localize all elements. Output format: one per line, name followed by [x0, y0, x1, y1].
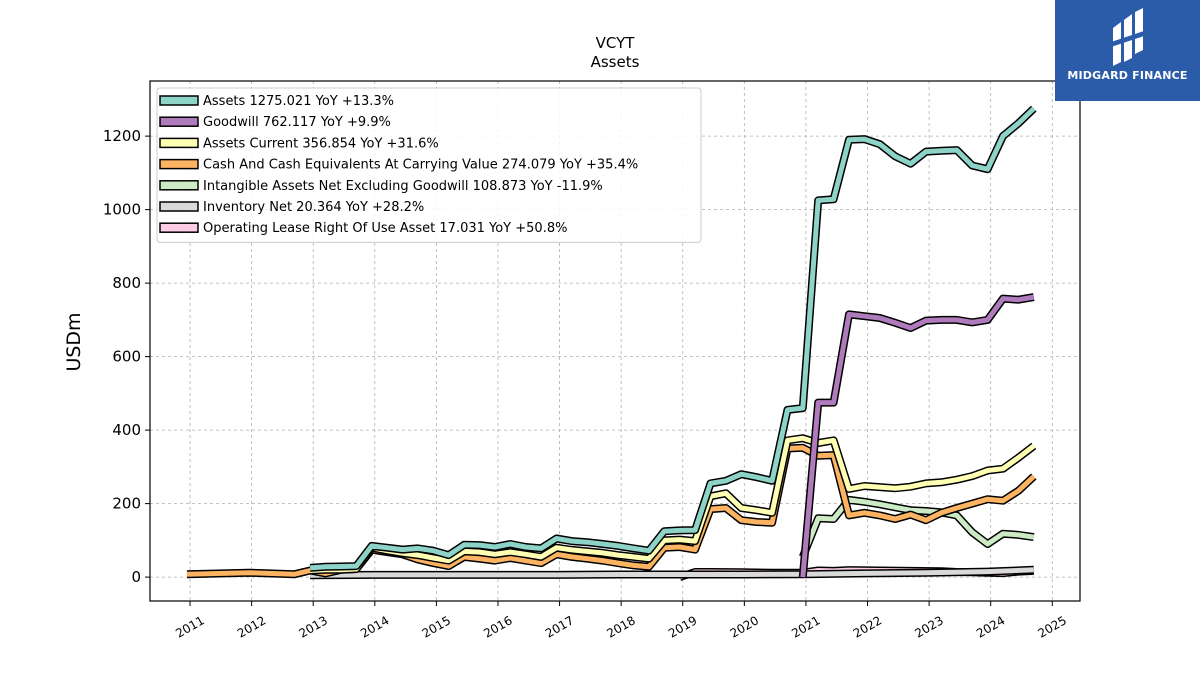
x-tick-label: 2024	[974, 613, 1007, 640]
legend-swatch	[159, 137, 199, 149]
brand-name: MIDGARD FINANCE	[1067, 69, 1188, 82]
x-tick-label: 2016	[481, 613, 514, 640]
x-tick-label: 2019	[666, 613, 699, 640]
legend-label: Operating Lease Right Of Use Asset 17.03…	[203, 221, 567, 236]
legend-item: Inventory Net 20.364 YoY +28.2%	[159, 200, 424, 215]
legend-label: Inventory Net 20.364 YoY +28.2%	[203, 200, 424, 215]
y-tick-label: 1200	[103, 127, 141, 145]
legend: Assets 1275.021 YoY +13.3% Goodwill 762.1…	[156, 87, 702, 243]
legend-item: Assets Current 356.854 YoY +31.6%	[159, 136, 439, 151]
series-2	[798, 293, 1035, 578]
legend-item: Operating Lease Right Of Use Asset 17.03…	[159, 221, 567, 236]
series-5	[799, 495, 1035, 559]
x-tick-label: 2015	[420, 613, 453, 640]
legend-box	[156, 87, 702, 243]
legend-label: Intangible Assets Net Excluding Goodwill…	[203, 179, 603, 194]
legend-swatch	[159, 95, 199, 106]
legend-label: Cash And Cash Equivalents At Carrying Va…	[203, 158, 638, 173]
x-axis: 2011 2012 2013 2014 2015 2016 2017 2018 2019 2020…	[173, 601, 1069, 641]
y-tick-label: 0	[131, 568, 141, 586]
plot-frame	[149, 80, 1081, 602]
x-tick-label: 2018	[604, 613, 637, 640]
legend-swatch	[159, 158, 199, 170]
x-tick-label: 2013	[296, 613, 329, 640]
series-3	[309, 434, 1037, 575]
x-tick-label: 2012	[235, 613, 268, 640]
y-tick-label: 600	[112, 348, 141, 366]
x-tick-label: 2020	[728, 613, 761, 640]
series-line	[800, 497, 1035, 558]
chart-subtitle: Assets	[591, 53, 640, 71]
legend-swatch	[159, 116, 199, 127]
legend-label: Assets 1275.021 YoY +13.3%	[203, 94, 394, 109]
brand-logo: MIDGARD FINANCE	[1055, 0, 1200, 101]
series-line	[309, 106, 1036, 571]
legend-swatch	[159, 222, 199, 233]
x-tick-label: 2011	[173, 613, 206, 640]
series-line	[309, 435, 1036, 573]
legend-label: Assets Current 356.854 YoY +31.6%	[203, 136, 439, 151]
series-1	[309, 105, 1037, 572]
x-tick-label: 2014	[358, 613, 391, 640]
y-axis-label: USDm	[63, 312, 85, 371]
series-layer	[186, 105, 1037, 581]
legend-label: Goodwill 762.117 YoY +9.9%	[203, 115, 391, 130]
y-tick-label: 400	[112, 421, 141, 439]
legend-item: Intangible Assets Net Excluding Goodwill…	[159, 179, 603, 194]
series-line	[800, 294, 1035, 578]
legend-item: Goodwill 762.117 YoY +9.9%	[159, 115, 391, 130]
legend-item: Assets 1275.021 YoY +13.3%	[159, 94, 394, 109]
series-6	[310, 565, 1034, 580]
brand-mark-icon	[1111, 8, 1147, 66]
legend-item: Cash And Cash Equivalents At Carrying Va…	[159, 158, 638, 173]
chart-title: VCYT	[596, 34, 636, 52]
y-tick-label: 200	[112, 495, 141, 513]
x-tick-label: 2022	[851, 613, 884, 640]
x-tick-label: 2021	[789, 613, 822, 640]
x-tick-label: 2017	[543, 613, 576, 640]
series-line	[310, 567, 1034, 578]
y-tick-label: 800	[112, 274, 141, 292]
legend-swatch	[159, 201, 199, 212]
legend-swatch	[159, 180, 199, 191]
x-tick-label: 2023	[912, 613, 945, 640]
x-tick-label: 2025	[1036, 613, 1069, 640]
y-axis: 0 200 400 600 800 1000 1200	[103, 127, 150, 586]
y-tick-label: 1000	[103, 201, 141, 219]
